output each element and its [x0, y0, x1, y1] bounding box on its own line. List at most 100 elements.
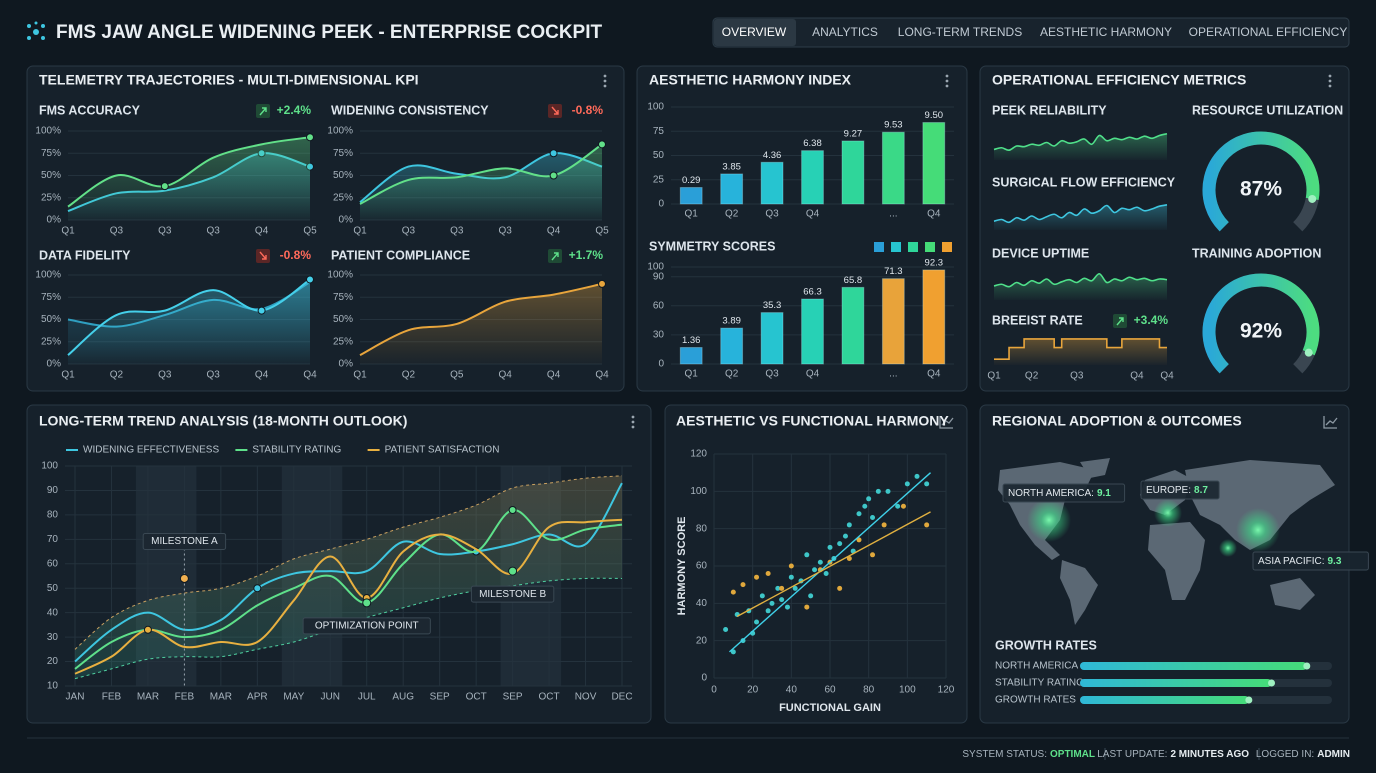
- x-tick-label: 0: [711, 685, 717, 696]
- x-tick-label: SEP: [503, 692, 523, 703]
- bar: [801, 150, 824, 205]
- gauge-value: [1202, 273, 1320, 374]
- annotation-label: MILESTONE A: [151, 536, 218, 547]
- x-tick-label: Q3: [499, 226, 513, 237]
- point: [788, 574, 794, 580]
- x-tick-label: Q4: [595, 370, 609, 381]
- x-tick-label: MAR: [210, 692, 232, 703]
- footer-label: LAST UPDATE:: [1097, 749, 1167, 760]
- legend-swatch: [925, 242, 935, 252]
- point: [924, 481, 930, 487]
- line: [993, 272, 1168, 288]
- x-tick-label: DEC: [611, 692, 632, 703]
- gauge-value-label: 92%: [1240, 320, 1282, 343]
- y-tick-label: 100: [647, 102, 664, 113]
- chart-title: PATIENT COMPLIANCE: [331, 248, 470, 262]
- line: [74, 482, 623, 663]
- x-tick-label: Q5: [303, 226, 317, 237]
- y-tick-label: 25%: [333, 192, 353, 203]
- point: [784, 604, 790, 610]
- nav-item[interactable]: ANALYTICS: [812, 25, 878, 39]
- nav-item[interactable]: OVERVIEW: [722, 25, 787, 39]
- nav-item[interactable]: OPERATIONAL EFFICIENCY: [1189, 25, 1348, 39]
- y-tick-label: 0: [658, 199, 664, 210]
- region-box: [1140, 480, 1220, 500]
- y-tick-label: 70: [47, 534, 59, 545]
- x-tick-label: Q4: [499, 370, 513, 381]
- x-tick-label: Q3: [158, 226, 172, 237]
- y-tick-label: 50%: [333, 314, 353, 325]
- x-tick-label: Q3: [207, 370, 221, 381]
- y-tick-label: 40: [47, 607, 59, 618]
- legend-label: PATIENT SATISFACTION: [385, 445, 500, 456]
- chart-icon: [939, 416, 954, 429]
- x-tick-label: Q4: [1130, 371, 1144, 382]
- y-tick-label: 0%: [339, 215, 354, 226]
- point: [779, 597, 785, 603]
- y-tick-label: 50: [653, 150, 665, 161]
- x-tick-label: Q1: [61, 370, 75, 381]
- bar: [679, 347, 703, 365]
- menu-dot: [945, 84, 949, 88]
- menu-dot: [603, 84, 607, 88]
- footer-item: SYSTEM STATUS: OPTIMAL: [962, 749, 1095, 760]
- trend-value: +1.7%: [569, 248, 604, 262]
- menu-dot: [631, 425, 635, 429]
- line-area: [360, 144, 602, 220]
- chart-title: TRAINING ADOPTION: [1192, 246, 1321, 260]
- bar-label: GROWTH RATES: [995, 695, 1076, 706]
- point: [900, 503, 906, 509]
- region-value: 9.3: [1328, 556, 1342, 567]
- line: [74, 509, 623, 670]
- footer-item: LOGGED IN: ADMIN: [1256, 749, 1350, 760]
- chart-title: AESTHETIC HARMONY INDEX: [649, 72, 852, 88]
- menu-dot: [945, 79, 949, 83]
- line: [74, 518, 623, 675]
- x-tick-label: Q2: [110, 370, 124, 381]
- footer-value: OPTIMAL: [1050, 749, 1095, 760]
- chart-title: LONG-TERM TREND ANALYSIS (18-MONTH OUTLO…: [39, 413, 407, 429]
- y-tick-label: 0%: [47, 359, 62, 370]
- chart-title: BREEIST RATE: [992, 313, 1083, 327]
- point: [870, 552, 876, 558]
- point: [730, 589, 736, 595]
- menu-dot: [1328, 84, 1332, 88]
- nav-item[interactable]: AESTHETIC HARMONY: [1040, 25, 1172, 39]
- point: [306, 275, 314, 284]
- bar-value-label: 65.8: [844, 275, 863, 286]
- trend-arrow: [1116, 317, 1124, 326]
- bar: [1080, 696, 1249, 704]
- nav-item[interactable]: LONG-TERM TRENDS: [898, 25, 1022, 39]
- point: [549, 149, 558, 158]
- bar-value-label: 3.89: [722, 316, 741, 327]
- trend-value: -0.8%: [280, 248, 312, 262]
- y-tick-label: 100%: [327, 126, 353, 137]
- logo: [27, 21, 45, 40]
- x-tick-label: Q3: [765, 369, 779, 380]
- y-tick-label: 60: [696, 561, 708, 572]
- x-tick-label: Q1: [685, 209, 699, 220]
- x-tick-label: Q3: [450, 226, 464, 237]
- line: [67, 278, 311, 356]
- point: [257, 306, 266, 315]
- y-tick-label: 60: [653, 300, 665, 311]
- x-tick-label: ...: [889, 209, 897, 220]
- region-box: [1252, 551, 1369, 571]
- menu-dot: [945, 74, 949, 78]
- point: [754, 619, 760, 625]
- y-tick-label: 80: [696, 523, 708, 534]
- y-tick-label: 30: [47, 632, 59, 643]
- y-tick-label: 50%: [333, 170, 353, 181]
- y-tick-label: 75%: [333, 148, 353, 159]
- point: [837, 541, 843, 547]
- bar: [679, 187, 703, 205]
- bar-value-label: 1.36: [682, 335, 701, 346]
- x-tick-label: Q4: [806, 369, 820, 380]
- y-tick-label: 80: [47, 510, 59, 521]
- x-tick-label: JUL: [358, 692, 376, 703]
- region-name: NORTH AMERICA:: [1008, 488, 1094, 499]
- bar-value-label: 92.3: [925, 257, 944, 268]
- x-tick-label: JUN: [321, 692, 340, 703]
- region-value: 9.1: [1097, 488, 1111, 499]
